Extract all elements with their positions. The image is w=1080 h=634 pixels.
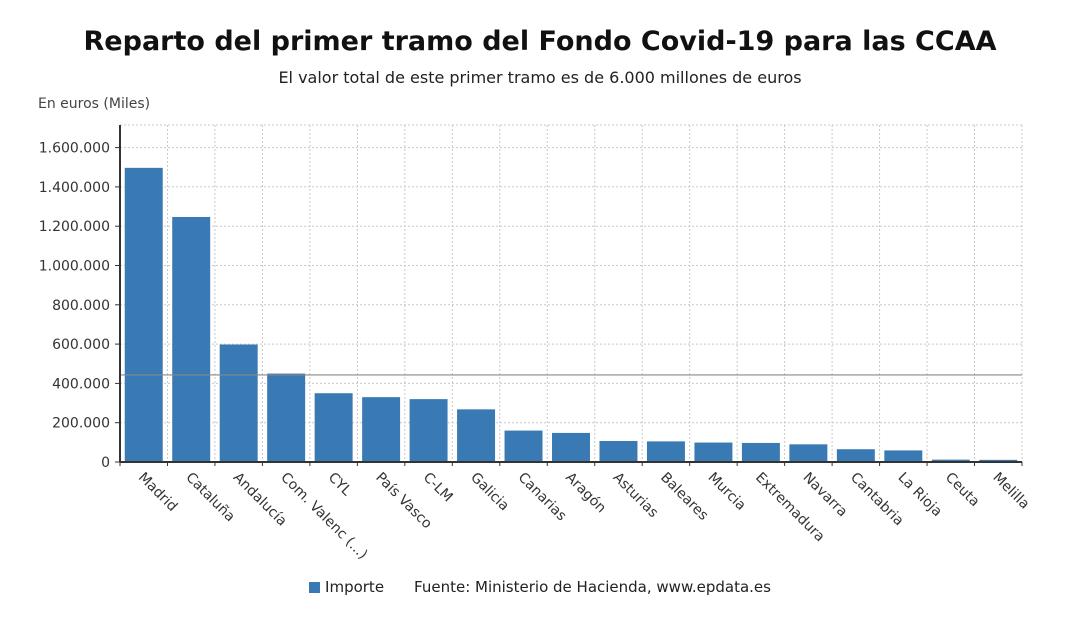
y-tick-label: 800.000 (52, 298, 110, 314)
bar-18 (979, 459, 1018, 462)
bar-4 (314, 393, 353, 462)
x-tick-label: Aragón (562, 470, 609, 517)
bar-10 (599, 440, 638, 462)
bar-16 (884, 450, 923, 462)
x-tick-label: Melilla (989, 470, 1032, 513)
bars (124, 167, 1018, 462)
y-tick-label: 600.000 (52, 337, 110, 353)
x-tick-label: Asturias (610, 470, 661, 521)
x-tick-label: Canarias (515, 470, 570, 525)
bar-2 (219, 344, 258, 462)
bar-6 (409, 399, 448, 462)
legend-swatch (309, 581, 321, 593)
legend: Importe Fuente: Ministerio de Hacienda, … (0, 578, 1080, 596)
x-tick-label: Madrid (135, 470, 180, 515)
y-unit-label: En euros (Miles) (38, 96, 151, 112)
bar-5 (362, 397, 401, 462)
legend-label: Importe (325, 578, 385, 596)
x-tick-label: Baleares (657, 470, 711, 524)
x-tick-label: Murcia (705, 470, 749, 514)
y-tick-label: 0 (101, 455, 110, 471)
bar-8 (504, 430, 543, 462)
chart-subtitle: El valor total de este primer tramo es d… (278, 68, 802, 87)
bar-1 (172, 216, 211, 462)
bar-0 (124, 167, 163, 462)
axes (115, 125, 1023, 466)
grid-lines (120, 124, 1023, 462)
bar-12 (694, 442, 733, 462)
bar-7 (457, 409, 496, 462)
bar-13 (741, 442, 780, 462)
y-tick-label: 1.600.000 (39, 141, 110, 157)
y-tick-label: 200.000 (52, 416, 110, 432)
chart-title: Reparto del primer tramo del Fondo Covid… (83, 26, 997, 57)
bar-14 (789, 444, 828, 462)
source-note: Fuente: Ministerio de Hacienda, www.epda… (414, 578, 771, 596)
bar-15 (836, 449, 875, 462)
x-tick-label: Galicia (467, 470, 512, 515)
x-tick-label: CYL (325, 470, 355, 500)
bar-3 (267, 373, 306, 462)
y-tick-label: 400.000 (52, 376, 110, 392)
y-tick-label: 1.200.000 (39, 219, 110, 235)
y-tick-label: 1.400.000 (39, 180, 110, 196)
y-tick-label: 1.000.000 (39, 258, 110, 274)
bar-9 (552, 432, 590, 462)
bar-11 (646, 441, 685, 462)
bar-17 (931, 459, 970, 462)
legend-item-importe: Importe (309, 578, 384, 596)
x-tick-label: Cataluña (182, 470, 238, 526)
y-tick-labels: 0 200.000 400.000 600.000 800.000 1.000.000 1.… (39, 141, 110, 471)
x-tick-label: Com. Valenc (...) (277, 470, 370, 563)
x-tick-label: C-LM (420, 470, 456, 506)
x-tick-label: Ceuta (942, 470, 983, 511)
